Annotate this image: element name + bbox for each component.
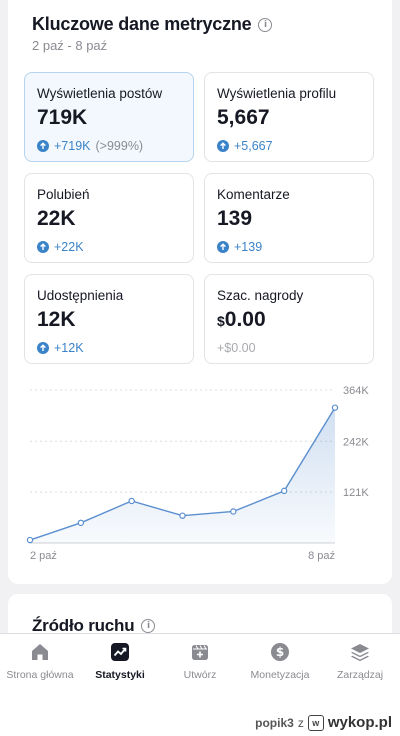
x-tick-label: 8 paź xyxy=(308,550,335,562)
bottom-tab-bar: Strona główna Statystyki Utwórz $ Monety… xyxy=(0,633,400,690)
data-point xyxy=(331,404,339,411)
arrow-up-icon xyxy=(217,140,229,152)
x-tick-label: 2 paź xyxy=(30,550,57,562)
metric-tile-shares[interactable]: Udostępnienia 12K +12K xyxy=(24,274,194,364)
arrow-up-icon xyxy=(37,342,49,354)
metric-tile-comments[interactable]: Komentarze 139 +139 xyxy=(204,173,374,263)
data-point xyxy=(280,487,288,495)
create-icon xyxy=(192,645,208,660)
arrow-up-icon xyxy=(37,241,49,253)
bottom-strip xyxy=(0,690,400,736)
svg-text:$: $ xyxy=(276,645,284,659)
tab-home[interactable]: Strona główna xyxy=(0,634,80,690)
key-metrics-title: Kluczowe dane metryczne i xyxy=(32,14,273,35)
series-area xyxy=(30,407,335,543)
key-metrics-card: Kluczowe dane metryczne i 2 paź - 8 paź … xyxy=(8,0,392,584)
wykop-logo-icon: w xyxy=(307,714,324,731)
info-icon[interactable]: i xyxy=(258,17,273,32)
arrow-up-icon xyxy=(37,140,49,152)
date-range: 2 paź - 8 paź xyxy=(32,38,108,53)
data-point xyxy=(77,519,85,527)
metric-tile-post-views[interactable]: Wyświetlenia postów 719K +719K (>999%) xyxy=(24,72,194,162)
layers-icon xyxy=(351,644,369,662)
y-tick-label: 364K xyxy=(343,385,369,397)
tab-manage[interactable]: Zarządzaj xyxy=(320,634,400,690)
dollar-icon: $ xyxy=(271,643,289,661)
data-point xyxy=(26,536,34,544)
y-tick-label: 121K xyxy=(343,487,369,499)
tab-statistics[interactable]: Statystyki xyxy=(80,634,160,690)
tab-create[interactable]: Utwórz xyxy=(160,634,240,690)
metric-tile-likes[interactable]: Polubień 22K +22K xyxy=(24,173,194,263)
y-tick-label: 242K xyxy=(343,436,369,448)
traffic-source-title: Źródło ruchu i xyxy=(32,616,156,636)
metric-tile-est-rewards[interactable]: Szac. nagrody $0.00 +$0.00 xyxy=(204,274,374,364)
tab-monetization[interactable]: $ Monetyzacja xyxy=(240,634,320,690)
stats-icon xyxy=(111,643,129,661)
data-point xyxy=(179,512,186,519)
arrow-up-icon xyxy=(217,241,229,253)
info-icon[interactable]: i xyxy=(141,619,156,633)
home-icon xyxy=(32,644,48,660)
data-point xyxy=(128,497,135,505)
data-point xyxy=(230,508,237,515)
metric-tile-profile-views[interactable]: Wyświetlenia profilu 5,667 +5,667 xyxy=(204,72,374,162)
watermark: popik3 z w wykop.pl xyxy=(255,714,392,731)
post-views-chart: 364K 242K 121K 2 paź 8 paź xyxy=(26,385,369,562)
